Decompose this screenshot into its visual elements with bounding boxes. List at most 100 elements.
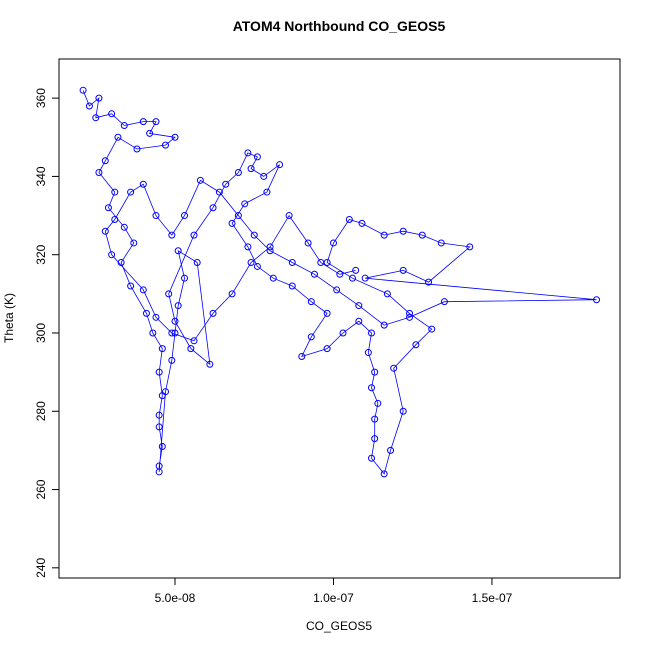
y-tick-label: 360: [34, 88, 48, 108]
data-point: [298, 352, 306, 360]
data-point: [101, 227, 109, 235]
x-tick-label: 5.0e-08: [155, 591, 196, 605]
y-tick-label: 260: [34, 479, 48, 499]
data-point: [336, 270, 344, 278]
data-point: [234, 212, 242, 220]
data-point: [85, 102, 93, 110]
data-point: [437, 239, 445, 247]
data-point: [101, 157, 109, 165]
data-point: [387, 446, 395, 454]
data-point: [120, 122, 128, 130]
data-point: [304, 239, 312, 247]
data-point: [95, 169, 103, 177]
data-point: [127, 282, 135, 290]
data-point: [323, 309, 331, 317]
data-point: [247, 165, 255, 173]
data-point: [171, 317, 179, 325]
data-point: [371, 435, 379, 443]
data-point: [190, 337, 198, 345]
data-point: [158, 442, 166, 450]
data-point: [209, 309, 217, 317]
data-point: [361, 274, 369, 282]
x-axis-label: CO_GEOS5: [306, 619, 372, 633]
data-point: [310, 270, 318, 278]
data-point: [193, 259, 201, 267]
y-tick-label: 240: [34, 557, 48, 577]
data-point: [139, 286, 147, 294]
data-point: [593, 296, 601, 304]
x-tick-label: 1.5e-07: [472, 591, 513, 605]
data-point: [174, 302, 182, 310]
data-point: [181, 212, 189, 220]
data-point: [285, 212, 293, 220]
data-point: [158, 345, 166, 353]
data-point: [358, 219, 366, 227]
y-tick-label: 340: [34, 166, 48, 186]
data-point: [333, 286, 341, 294]
data-point: [348, 274, 356, 282]
data-point: [117, 259, 125, 267]
data-point: [345, 215, 353, 223]
data-point: [418, 231, 426, 239]
data-point: [181, 274, 189, 282]
data-point: [383, 290, 391, 298]
data-point: [142, 309, 150, 317]
data-point: [329, 239, 337, 247]
data-point: [127, 188, 135, 196]
data-point: [288, 282, 296, 290]
data-point: [339, 329, 347, 337]
data-point: [152, 118, 160, 126]
data-point: [111, 215, 119, 223]
data-point: [155, 468, 163, 476]
data-point: [368, 454, 376, 462]
data-point: [139, 118, 147, 126]
data-point: [440, 298, 448, 306]
data-point: [260, 172, 268, 180]
data-point: [371, 415, 379, 423]
data-point: [174, 247, 182, 255]
data-point: [364, 349, 372, 357]
data-point: [120, 223, 128, 231]
data-point: [406, 309, 414, 317]
data-point: [196, 176, 204, 184]
data-point: [95, 94, 103, 102]
data-point: [114, 133, 122, 141]
data-point: [161, 388, 169, 396]
data-point: [228, 219, 236, 227]
data-point: [168, 329, 176, 337]
data-point: [244, 243, 252, 251]
data-point: [412, 341, 420, 349]
data-point: [263, 188, 271, 196]
data-point: [133, 145, 141, 153]
data-point: [253, 153, 261, 161]
data-point: [317, 259, 325, 267]
data-point: [399, 407, 407, 415]
series-line: [82, 90, 597, 475]
plot-frame: [58, 58, 621, 579]
data-point: [111, 188, 119, 196]
data-point: [253, 262, 261, 270]
x-tick-label: 1.0e-07: [313, 591, 354, 605]
data-point: [209, 204, 217, 212]
data-point: [269, 274, 277, 282]
data-point: [190, 231, 198, 239]
data-point: [380, 231, 388, 239]
data-point: [104, 204, 112, 212]
data-point: [399, 227, 407, 235]
data-point: [108, 251, 116, 259]
data-point: [276, 161, 284, 169]
data-point: [288, 259, 296, 267]
data-point: [108, 110, 116, 118]
data-point: [215, 188, 223, 196]
data-point: [266, 243, 274, 251]
data-point: [155, 411, 163, 419]
data-point: [161, 141, 169, 149]
data-point: [146, 129, 154, 137]
data-point: [247, 259, 255, 267]
data-point: [307, 298, 315, 306]
data-point: [399, 266, 407, 274]
data-point: [228, 290, 236, 298]
data-point: [168, 231, 176, 239]
y-tick-label: 300: [34, 323, 48, 343]
data-point: [244, 149, 252, 157]
